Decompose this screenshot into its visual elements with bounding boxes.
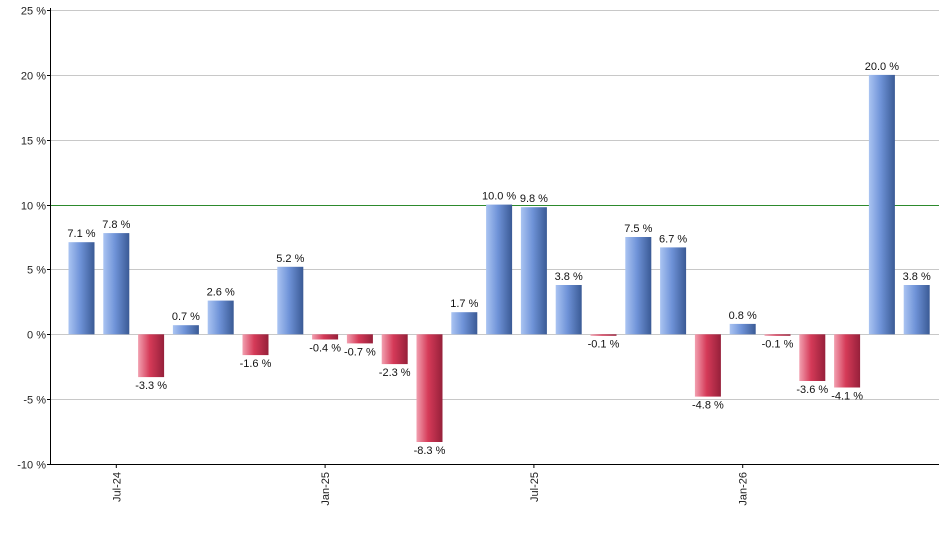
- data-label: 9.8 %: [520, 193, 548, 205]
- data-label: 5.2 %: [276, 253, 304, 265]
- bars: [68, 74, 930, 442]
- x-tick-label: Jul-24: [111, 472, 123, 502]
- data-label: -3.6 %: [796, 384, 828, 396]
- data-label: 7.5 %: [624, 223, 652, 235]
- bar-positive: [486, 204, 513, 335]
- data-label: -3.3 %: [135, 380, 167, 392]
- bar-positive: [868, 74, 895, 335]
- y-tick-label: 10 %: [21, 201, 46, 213]
- bar-negative: [242, 334, 269, 356]
- bar-negative: [799, 334, 826, 381]
- x-tick-label: Jan-25: [320, 472, 332, 506]
- bar-positive: [660, 247, 687, 335]
- y-tick-label: -5 %: [23, 395, 46, 407]
- bar-negative: [312, 334, 339, 340]
- data-label: -0.7 %: [344, 346, 376, 358]
- data-label: 10.0 %: [482, 191, 516, 203]
- bar-positive: [277, 266, 304, 335]
- bar-positive: [451, 312, 478, 335]
- bar-negative: [590, 334, 617, 336]
- bar-negative: [694, 334, 721, 397]
- bar-negative: [764, 334, 791, 336]
- data-label: 2.6 %: [207, 287, 235, 299]
- data-label: -2.3 %: [379, 367, 411, 379]
- data-label: 7.8 %: [102, 219, 130, 231]
- data-label: 0.7 %: [172, 311, 200, 323]
- y-tick-label: 5 %: [27, 265, 46, 277]
- bar-positive: [68, 242, 95, 335]
- x-tick-label: Jul-25: [529, 472, 541, 502]
- data-label: -4.1 %: [831, 391, 863, 403]
- bar-positive: [625, 237, 652, 335]
- data-label: -0.4 %: [309, 343, 341, 355]
- bar-positive: [903, 285, 930, 335]
- data-label: -8.3 %: [414, 445, 446, 457]
- bar-negative: [346, 334, 373, 344]
- bar-positive: [207, 300, 234, 335]
- data-label: 20.0 %: [865, 61, 899, 73]
- bar-positive: [103, 233, 130, 335]
- data-label: 6.7 %: [659, 233, 687, 245]
- bar-positive: [555, 285, 582, 335]
- data-label: -1.6 %: [240, 358, 272, 370]
- data-label: -4.8 %: [692, 400, 724, 412]
- bar-negative: [381, 334, 408, 365]
- data-label: -0.1 %: [588, 339, 620, 351]
- y-axis-tick-labels: -10 % -5 % 0 % 5 % 10 % 15 % 20 % 25 %: [17, 6, 46, 472]
- data-label: 3.8 %: [903, 271, 931, 283]
- axes: [47, 8, 939, 468]
- data-label: 0.8 %: [729, 310, 757, 322]
- data-label: 1.7 %: [450, 298, 478, 310]
- y-tick-label: 20 %: [21, 71, 46, 83]
- data-label: -0.1 %: [762, 339, 794, 351]
- y-tick-label: -10 %: [17, 460, 46, 472]
- x-axis-tick-labels: Jul-24 Jan-25 Jul-25 Jan-26: [111, 472, 749, 506]
- bar-negative: [416, 334, 443, 442]
- bar-negative: [138, 334, 165, 378]
- data-labels: 7.1 % 7.8 % -3.3 % 0.7 % 2.6 % -1.6 % 5.2 % -0.…: [67, 61, 931, 457]
- y-tick-label: 15 %: [21, 136, 46, 148]
- y-tick-label: 25 %: [21, 6, 46, 18]
- bar-positive: [520, 207, 547, 335]
- x-tick-label: Jan-26: [738, 472, 750, 506]
- data-label: 3.8 %: [555, 271, 583, 283]
- bar-positive: [172, 325, 199, 335]
- data-label: 7.1 %: [67, 228, 95, 240]
- bar-negative: [834, 334, 861, 388]
- bar-positive: [729, 323, 756, 335]
- y-tick-label: 0 %: [27, 330, 46, 342]
